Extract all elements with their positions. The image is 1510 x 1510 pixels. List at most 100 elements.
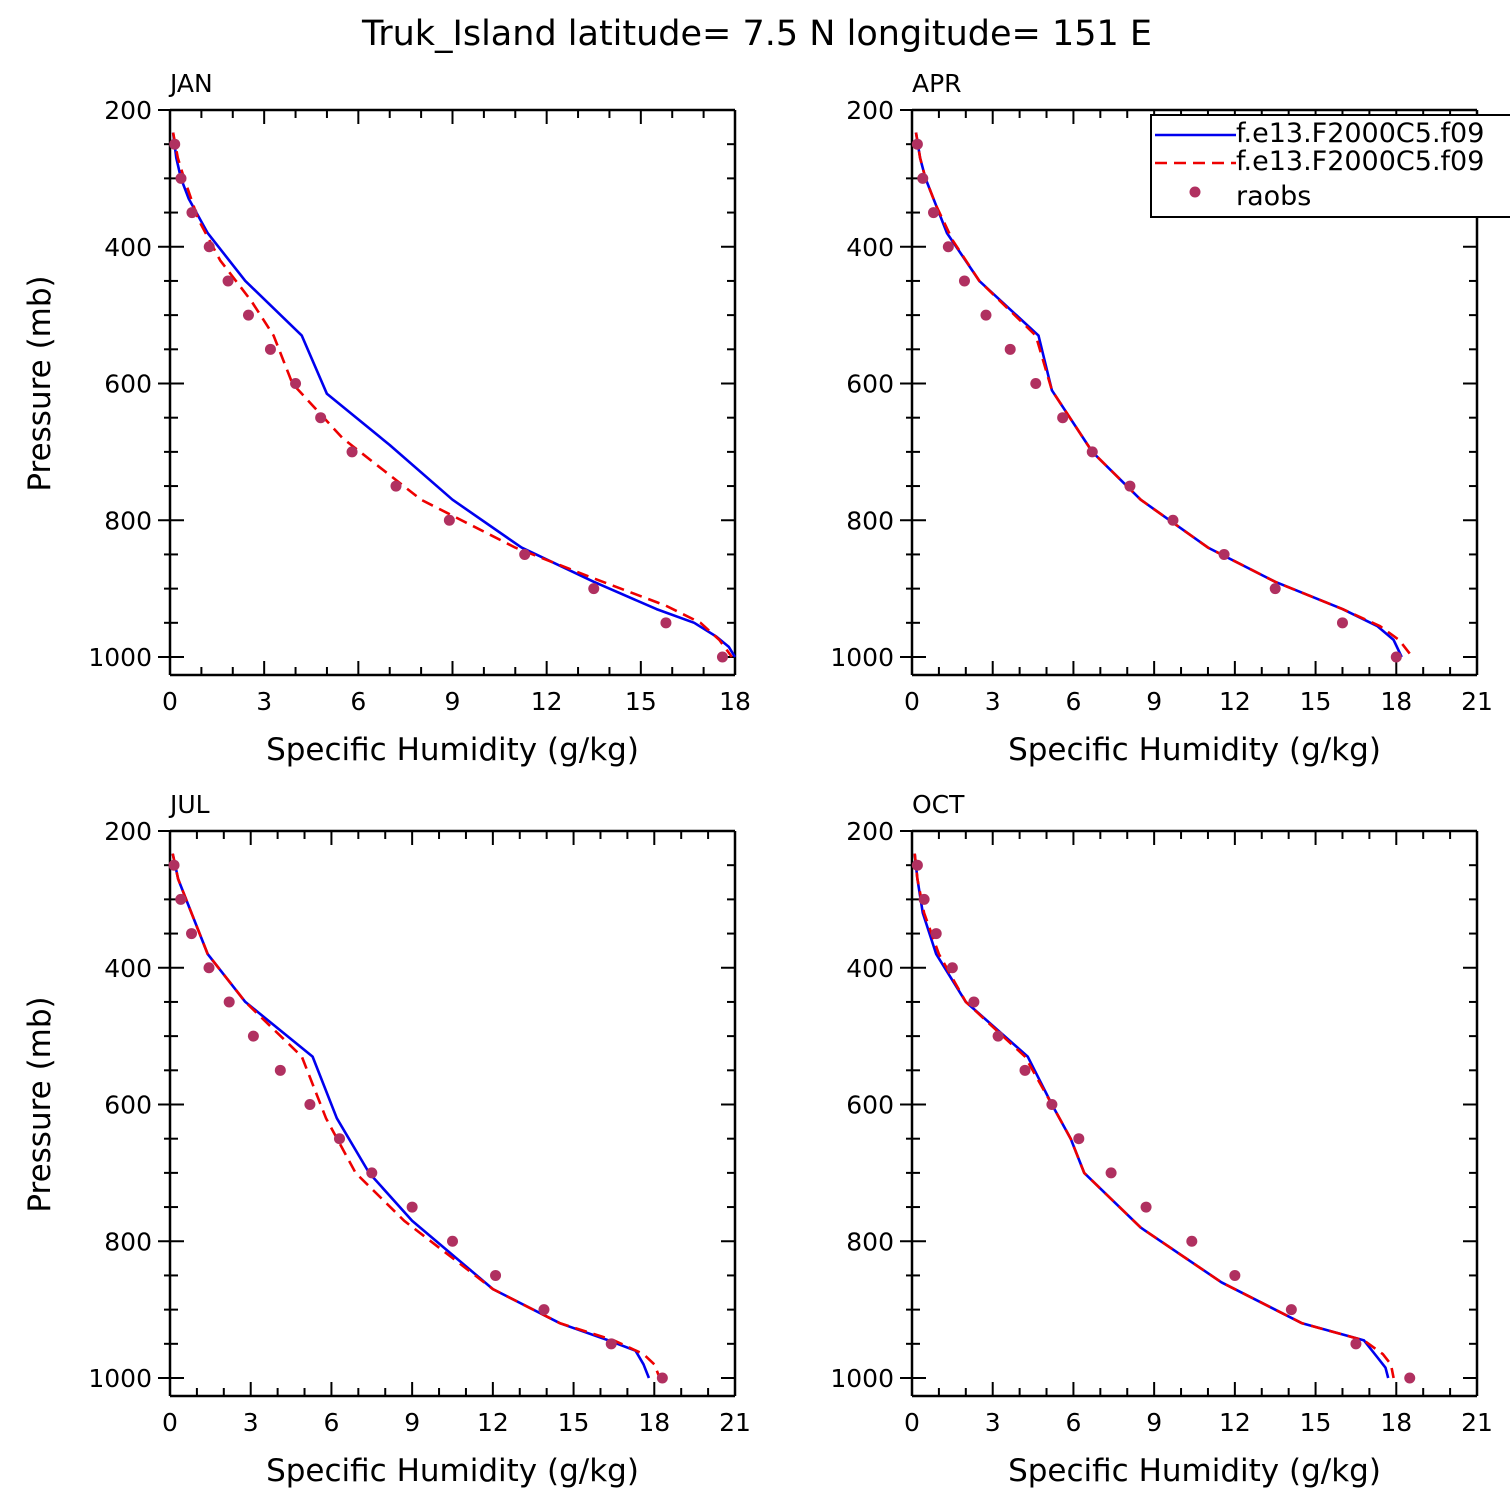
raobs-point (1105, 1167, 1117, 1179)
raobs-point (716, 651, 728, 663)
x-tick-label: 6 (323, 1408, 339, 1437)
raobs-point (203, 241, 215, 253)
x-tick-label: 6 (350, 687, 366, 716)
raobs-point (247, 1030, 259, 1042)
raobs-point (1167, 514, 1179, 526)
series-model-dashed (914, 132, 1414, 658)
x-tick-label: 0 (162, 687, 178, 716)
raobs-point (290, 378, 302, 389)
y-axis-label: Pressure (mb) (22, 996, 58, 1212)
legend-label: f.e13.F2000C5.f09 (1236, 118, 1484, 149)
x-tick-label: 15 (625, 687, 657, 716)
y-tick-label: 800 (104, 506, 152, 535)
panel-oct: OCT 0 3 6 9 12 15 18 21 200 400 600 800 1000 Specific … (830, 790, 1493, 1489)
y-tick-label: 600 (104, 1091, 152, 1120)
raobs-point (443, 514, 455, 526)
y-tick-label: 200 (846, 817, 894, 846)
raobs-point (406, 1201, 418, 1213)
raobs-point (958, 275, 970, 287)
raobs-point (1140, 1201, 1152, 1213)
x-tick-label: 0 (904, 1408, 920, 1437)
panel-label: APR (912, 69, 962, 98)
series-raobs (169, 138, 728, 663)
x-tick-label: 9 (445, 687, 461, 716)
x-tick-label: 15 (1300, 1408, 1332, 1437)
raobs-point (304, 1099, 316, 1110)
raobs-point (1086, 446, 1098, 458)
raobs-point (186, 928, 198, 940)
x-tick-label: 18 (638, 1408, 670, 1437)
legend-label: f.e13.F2000C5.f09 (1236, 146, 1484, 177)
series-model-solid (913, 853, 1390, 1379)
series-raobs (911, 138, 1402, 663)
x-tick-label: 21 (719, 1408, 751, 1437)
x-tick-label: 12 (477, 1408, 509, 1437)
y-tick-label: 800 (846, 506, 894, 535)
legend-label: raobs (1236, 181, 1311, 212)
legend-raobs-marker (1189, 186, 1201, 198)
y-tick-label: 400 (104, 954, 152, 983)
panel-label: JAN (168, 69, 213, 98)
raobs-point (1336, 617, 1348, 629)
series-model-dashed (171, 853, 661, 1379)
raobs-point (274, 1064, 286, 1076)
series-model-solid (171, 132, 737, 658)
raobs-point (1019, 1064, 1031, 1076)
series-model-dashed (171, 132, 733, 658)
raobs-point (1404, 1372, 1416, 1384)
raobs-point (918, 893, 930, 905)
raobs-point (315, 412, 327, 424)
x-tick-label: 0 (162, 1408, 178, 1437)
raobs-point (656, 1372, 668, 1384)
x-tick-label: 6 (1065, 1408, 1081, 1437)
raobs-point (390, 480, 402, 492)
y-tick-label: 800 (846, 1227, 894, 1256)
y-tick-label: 1000 (830, 1364, 894, 1393)
y-tick-label: 800 (104, 1227, 152, 1256)
y-tick-label: 600 (846, 370, 894, 399)
x-tick-label: 9 (1146, 687, 1162, 716)
raobs-point (911, 138, 923, 150)
panel-jul: JUL 0 3 6 9 12 15 18 21 200 400 600 800 1000 Specific … (22, 790, 751, 1489)
raobs-point (605, 1338, 617, 1350)
raobs-point (1350, 1338, 1362, 1350)
x-tick-label: 15 (558, 1408, 590, 1437)
y-tick-label: 200 (846, 96, 894, 125)
x-tick-label: 12 (1219, 687, 1251, 716)
raobs-point (980, 309, 992, 321)
raobs-point (660, 617, 672, 629)
y-tick-label: 1000 (830, 643, 894, 672)
raobs-point (588, 583, 600, 595)
raobs-point (222, 275, 234, 287)
raobs-point (169, 138, 181, 150)
x-axis-label: Specific Humidity (g/kg) (1008, 1453, 1381, 1489)
x-tick-label: 6 (1065, 687, 1081, 716)
y-tick-label: 1000 (88, 643, 152, 672)
y-tick-label: 400 (846, 954, 894, 983)
panel-label: OCT (912, 790, 965, 819)
raobs-point (366, 1167, 378, 1179)
x-axis-label: Specific Humidity (g/kg) (1008, 732, 1381, 768)
raobs-point (946, 962, 958, 974)
series-model-dashed (913, 853, 1395, 1379)
y-tick-label: 600 (846, 1091, 894, 1120)
chart-title: Truk_Island latitude= 7.5 N longitude= 1… (361, 14, 1152, 54)
raobs-point (223, 996, 235, 1008)
raobs-point (1218, 548, 1230, 560)
x-tick-label: 18 (719, 687, 751, 716)
raobs-point (490, 1269, 502, 1281)
raobs-point (942, 241, 954, 253)
x-axis-label: Specific Humidity (g/kg) (266, 1453, 639, 1489)
raobs-point (264, 343, 276, 355)
raobs-point (1057, 412, 1069, 424)
x-tick-label: 18 (1380, 1408, 1412, 1437)
raobs-point (1004, 343, 1016, 355)
raobs-point (168, 859, 180, 871)
raobs-point (203, 962, 215, 974)
x-axis-label: Specific Humidity (g/kg) (266, 732, 639, 768)
series-model-solid (171, 853, 651, 1379)
raobs-point (519, 548, 531, 560)
raobs-point (242, 309, 254, 321)
